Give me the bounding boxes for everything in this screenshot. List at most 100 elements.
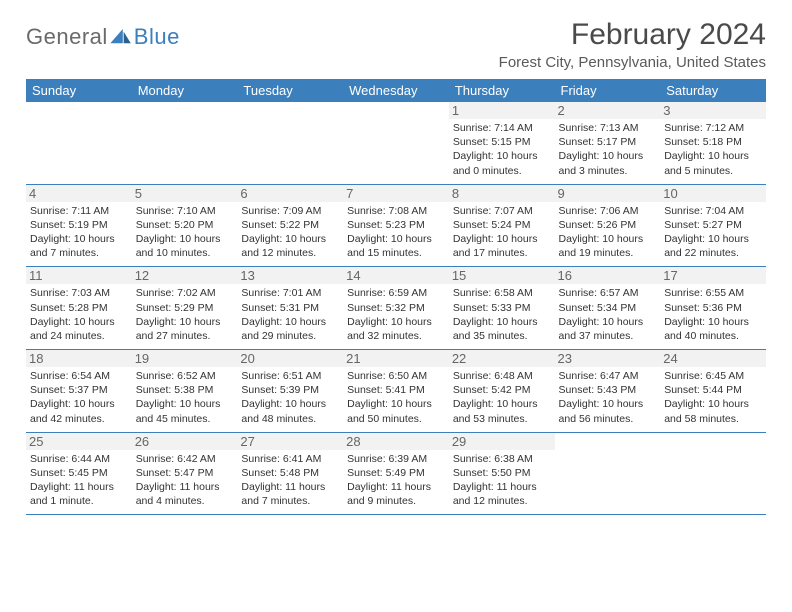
calendar-week: 18Sunrise: 6:54 AMSunset: 5:37 PMDayligh… bbox=[26, 350, 766, 433]
day-info: Sunrise: 7:12 AMSunset: 5:18 PMDaylight:… bbox=[664, 121, 762, 178]
calendar-day: 9Sunrise: 7:06 AMSunset: 5:26 PMDaylight… bbox=[555, 184, 661, 267]
day-info-line: and 42 minutes. bbox=[30, 412, 128, 426]
day-info-line: Sunset: 5:37 PM bbox=[30, 383, 128, 397]
day-info-line: Sunrise: 6:51 AM bbox=[241, 369, 339, 383]
day-info-line: and 9 minutes. bbox=[347, 494, 445, 508]
calendar-day: 2Sunrise: 7:13 AMSunset: 5:17 PMDaylight… bbox=[555, 102, 661, 184]
day-info: Sunrise: 7:08 AMSunset: 5:23 PMDaylight:… bbox=[347, 204, 445, 261]
day-info-line: Sunrise: 6:54 AM bbox=[30, 369, 128, 383]
day-info-line: Sunrise: 6:41 AM bbox=[241, 452, 339, 466]
day-info: Sunrise: 7:07 AMSunset: 5:24 PMDaylight:… bbox=[453, 204, 551, 261]
calendar-day: 28Sunrise: 6:39 AMSunset: 5:49 PMDayligh… bbox=[343, 432, 449, 515]
day-info-line: Sunset: 5:48 PM bbox=[241, 466, 339, 480]
day-info-line: Sunset: 5:50 PM bbox=[453, 466, 551, 480]
sail-icon bbox=[110, 29, 132, 45]
day-info-line: Daylight: 10 hours bbox=[347, 397, 445, 411]
weekday-header: Sunday bbox=[26, 79, 132, 102]
day-info-line: Sunset: 5:15 PM bbox=[453, 135, 551, 149]
day-info: Sunrise: 7:10 AMSunset: 5:20 PMDaylight:… bbox=[136, 204, 234, 261]
day-info-line: and 17 minutes. bbox=[453, 246, 551, 260]
day-info-line: Sunrise: 7:02 AM bbox=[136, 286, 234, 300]
day-info: Sunrise: 6:47 AMSunset: 5:43 PMDaylight:… bbox=[559, 369, 657, 426]
weekday-header: Thursday bbox=[449, 79, 555, 102]
day-info-line: Sunrise: 6:44 AM bbox=[30, 452, 128, 466]
calendar-day: 23Sunrise: 6:47 AMSunset: 5:43 PMDayligh… bbox=[555, 350, 661, 433]
day-info-line: Sunrise: 6:39 AM bbox=[347, 452, 445, 466]
logo-text-general: General bbox=[26, 24, 108, 50]
day-info-line: and 7 minutes. bbox=[30, 246, 128, 260]
day-info-line: and 37 minutes. bbox=[559, 329, 657, 343]
calendar-day: 29Sunrise: 6:38 AMSunset: 5:50 PMDayligh… bbox=[449, 432, 555, 515]
calendar-body: 1Sunrise: 7:14 AMSunset: 5:15 PMDaylight… bbox=[26, 102, 766, 515]
calendar-day: 16Sunrise: 6:57 AMSunset: 5:34 PMDayligh… bbox=[555, 267, 661, 350]
day-info: Sunrise: 6:48 AMSunset: 5:42 PMDaylight:… bbox=[453, 369, 551, 426]
day-info-line: and 12 minutes. bbox=[453, 494, 551, 508]
day-info: Sunrise: 6:54 AMSunset: 5:37 PMDaylight:… bbox=[30, 369, 128, 426]
day-info-line: Sunrise: 6:47 AM bbox=[559, 369, 657, 383]
calendar-day: 6Sunrise: 7:09 AMSunset: 5:22 PMDaylight… bbox=[237, 184, 343, 267]
day-info-line: Sunrise: 6:55 AM bbox=[664, 286, 762, 300]
day-info-line: Daylight: 10 hours bbox=[347, 315, 445, 329]
day-info: Sunrise: 7:01 AMSunset: 5:31 PMDaylight:… bbox=[241, 286, 339, 343]
day-number: 26 bbox=[132, 433, 238, 450]
calendar-day: 22Sunrise: 6:48 AMSunset: 5:42 PMDayligh… bbox=[449, 350, 555, 433]
logo: General Blue bbox=[26, 24, 180, 50]
calendar-empty bbox=[237, 102, 343, 184]
day-info-line: Daylight: 10 hours bbox=[136, 397, 234, 411]
day-info-line: Sunset: 5:39 PM bbox=[241, 383, 339, 397]
day-number: 3 bbox=[660, 102, 766, 119]
calendar-empty bbox=[132, 102, 238, 184]
calendar-day: 1Sunrise: 7:14 AMSunset: 5:15 PMDaylight… bbox=[449, 102, 555, 184]
day-number: 25 bbox=[26, 433, 132, 450]
day-number: 4 bbox=[26, 185, 132, 202]
calendar-day: 21Sunrise: 6:50 AMSunset: 5:41 PMDayligh… bbox=[343, 350, 449, 433]
day-info: Sunrise: 7:14 AMSunset: 5:15 PMDaylight:… bbox=[453, 121, 551, 178]
calendar-day: 26 Sunrise: 6:42 AMSunset: 5:47 PMDayligh… bbox=[132, 432, 238, 515]
day-info: Sunrise: 7:13 AMSunset: 5:17 PMDaylight:… bbox=[559, 121, 657, 178]
day-info-line: Sunrise: 7:10 AM bbox=[136, 204, 234, 218]
day-info-line: Daylight: 10 hours bbox=[30, 232, 128, 246]
calendar-page: General Blue February 2024 Forest City, … bbox=[0, 0, 792, 533]
day-info-line: Sunrise: 6:38 AM bbox=[453, 452, 551, 466]
day-info-line: Sunset: 5:17 PM bbox=[559, 135, 657, 149]
day-info-line: Daylight: 10 hours bbox=[347, 232, 445, 246]
calendar-day: 7 Sunrise: 7:08 AMSunset: 5:23 PMDaylight… bbox=[343, 184, 449, 267]
day-info-line: Sunset: 5:22 PM bbox=[241, 218, 339, 232]
calendar-week: 4Sunrise: 7:11 AMSunset: 5:19 PMDaylight… bbox=[26, 184, 766, 267]
day-info-line: Daylight: 10 hours bbox=[136, 232, 234, 246]
calendar-head: SundayMondayTuesdayWednesdayThursdayFrid… bbox=[26, 79, 766, 102]
calendar-day: 13Sunrise: 7:01 AMSunset: 5:31 PMDayligh… bbox=[237, 267, 343, 350]
logo-text-blue: Blue bbox=[134, 24, 180, 50]
day-info-line: and 19 minutes. bbox=[559, 246, 657, 260]
day-number: 10 bbox=[660, 185, 766, 202]
day-number: 8 bbox=[449, 185, 555, 202]
day-info: Sunrise: 6:52 AMSunset: 5:38 PMDaylight:… bbox=[136, 369, 234, 426]
day-info-line: Sunset: 5:36 PM bbox=[664, 301, 762, 315]
day-info: Sunrise: 6:42 AMSunset: 5:47 PMDaylight:… bbox=[136, 452, 234, 509]
day-info-line: Sunset: 5:18 PM bbox=[664, 135, 762, 149]
day-info-line: Sunset: 5:27 PM bbox=[664, 218, 762, 232]
day-number: 7 bbox=[343, 185, 449, 202]
day-number: 20 bbox=[237, 350, 343, 367]
day-info-line: Sunset: 5:42 PM bbox=[453, 383, 551, 397]
day-info-line: and 4 minutes. bbox=[136, 494, 234, 508]
day-info-line: Daylight: 10 hours bbox=[453, 397, 551, 411]
day-number: 28 bbox=[343, 433, 449, 450]
day-info-line: Daylight: 10 hours bbox=[136, 315, 234, 329]
day-info: Sunrise: 6:50 AMSunset: 5:41 PMDaylight:… bbox=[347, 369, 445, 426]
day-info-line: Sunset: 5:38 PM bbox=[136, 383, 234, 397]
calendar-day: 12Sunrise: 7:02 AMSunset: 5:29 PMDayligh… bbox=[132, 267, 238, 350]
day-info-line: Daylight: 10 hours bbox=[664, 232, 762, 246]
day-number: 9 bbox=[555, 185, 661, 202]
location: Forest City, Pennsylvania, United States bbox=[499, 54, 766, 71]
calendar-week: 11Sunrise: 7:03 AMSunset: 5:28 PMDayligh… bbox=[26, 267, 766, 350]
calendar-week: 25Sunrise: 6:44 AMSunset: 5:45 PMDayligh… bbox=[26, 432, 766, 515]
day-info-line: Sunrise: 7:01 AM bbox=[241, 286, 339, 300]
day-number: 12 bbox=[132, 267, 238, 284]
calendar-day: 27Sunrise: 6:41 AMSunset: 5:48 PMDayligh… bbox=[237, 432, 343, 515]
weekday-header: Tuesday bbox=[237, 79, 343, 102]
day-info-line: Daylight: 10 hours bbox=[664, 397, 762, 411]
day-info-line: Daylight: 10 hours bbox=[241, 232, 339, 246]
day-info-line: Sunrise: 6:57 AM bbox=[559, 286, 657, 300]
day-info-line: Daylight: 10 hours bbox=[559, 149, 657, 163]
